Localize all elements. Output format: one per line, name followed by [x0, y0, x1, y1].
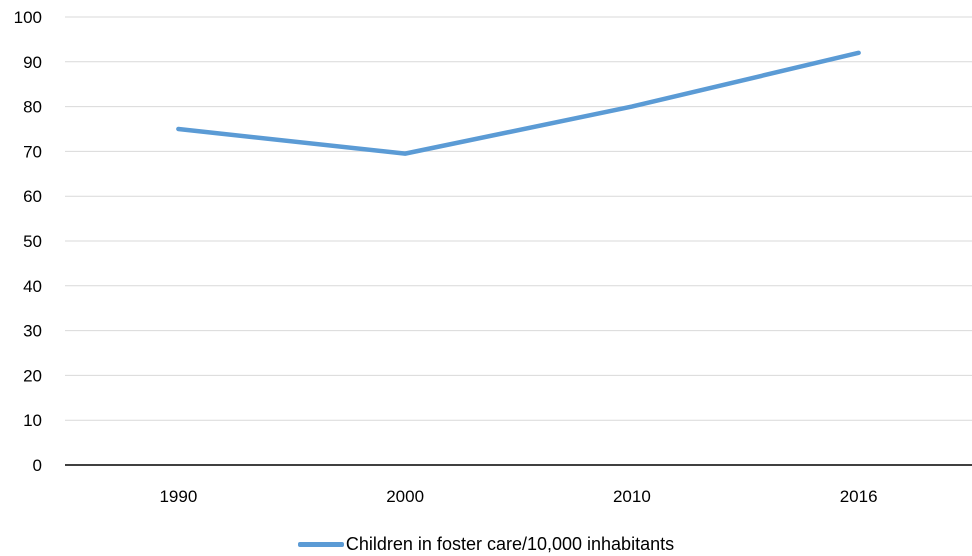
gridlines — [65, 16, 972, 421]
y-tick-label: 50 — [23, 232, 42, 251]
x-axis-tick-labels: 1990 2000 2010 2016 — [159, 487, 877, 506]
y-tick-label: 70 — [23, 142, 42, 161]
x-tick-label: 2016 — [840, 487, 878, 506]
y-tick-label: 100 — [14, 8, 42, 27]
y-tick-label: 30 — [23, 322, 42, 341]
x-tick-label: 2000 — [386, 487, 424, 506]
legend-label: Children in foster care/10,000 inhabitan… — [345, 533, 675, 554]
series-line — [176, 50, 861, 156]
y-tick-label: 40 — [23, 277, 42, 296]
legend: Children in foster care/10,000 inhabitan… — [0, 532, 972, 556]
legend-swatch — [297, 541, 344, 547]
y-axis-tick-labels: 0 10 20 30 40 50 60 70 80 90 100 — [14, 8, 42, 475]
y-tick-label: 20 — [23, 366, 42, 385]
series-lines — [176, 50, 861, 156]
y-tick-label: 0 — [33, 456, 42, 475]
x-tick-label: 2010 — [613, 487, 651, 506]
y-tick-label: 10 — [23, 411, 42, 430]
y-tick-label: 60 — [23, 187, 42, 206]
y-tick-label: 90 — [23, 53, 42, 72]
y-tick-label: 80 — [23, 98, 42, 117]
x-tick-label: 1990 — [159, 487, 197, 506]
